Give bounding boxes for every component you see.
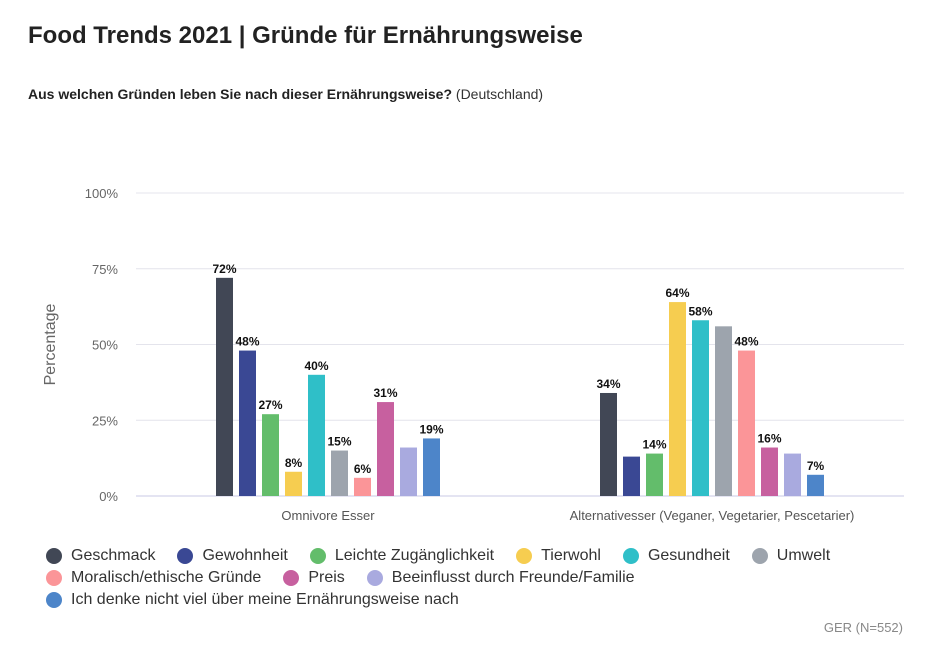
chart-title: Food Trends 2021 | Gründe für Ernährungs…: [28, 22, 583, 49]
legend-label: Beeinflusst durch Freunde/Familie: [391, 569, 635, 586]
data-label: 48%: [235, 335, 259, 349]
legend-dot-icon: [516, 548, 533, 564]
bar: [738, 350, 755, 496]
y-tick-label: 25%: [92, 413, 118, 428]
bar: [623, 456, 640, 496]
legend-label: Gewohnheit: [202, 547, 288, 564]
chart-legend: Geschmack Gewohnheit Leichte Zugänglichkei…: [46, 546, 886, 610]
legend-item[interactable]: Tierwohl: [516, 546, 601, 566]
data-label: 7%: [807, 459, 825, 473]
bar: [377, 402, 394, 496]
bar: [692, 320, 709, 496]
bar: [354, 477, 371, 496]
x-tick-label: Alternativesser (Veganer, Vegetarier, Pe…: [570, 508, 855, 523]
bar: [423, 438, 440, 496]
bar: [669, 302, 686, 496]
bar: [784, 453, 801, 496]
legend-dot-icon: [46, 548, 62, 564]
y-tick-label: 50%: [92, 338, 118, 353]
bar: [715, 326, 732, 496]
source-note: GER (N=552): [823, 620, 903, 635]
bar: [308, 374, 325, 496]
data-label: 31%: [373, 386, 397, 400]
legend-dot-icon: [622, 548, 639, 564]
legend-dot-icon: [283, 570, 300, 586]
data-label: 19%: [419, 422, 443, 436]
bar-chart: 0% 25% 50% 75% 100% Percentage 72% 48% 27% 8% 40% 1…: [42, 186, 904, 523]
legend-label: Umwelt: [776, 547, 831, 564]
legend-label: Leichte Zugänglichkeit: [334, 547, 495, 564]
bar: [216, 277, 233, 496]
legend-item[interactable]: Gewohnheit: [177, 546, 288, 566]
data-label: 8%: [285, 456, 303, 470]
bar: [761, 447, 778, 496]
bar: [239, 350, 256, 496]
legend-label: Ich denke nicht viel über meine Ernährun…: [71, 591, 459, 608]
legend-label: Geschmack: [71, 547, 156, 564]
legend-item[interactable]: Leichte Zugänglichkeit: [309, 546, 495, 566]
legend-item[interactable]: Gesundheit: [622, 546, 730, 566]
legend-label: Gesundheit: [647, 547, 730, 564]
subtitle-country: (Deutschland): [455, 86, 544, 102]
legend-item[interactable]: Preis: [283, 568, 345, 588]
bar: [600, 392, 617, 496]
legend-item[interactable]: Geschmack: [46, 546, 155, 566]
bar: [331, 450, 348, 496]
bar: [262, 414, 279, 496]
subtitle-question: Aus welchen Gründen leben Sie nach diese…: [28, 86, 453, 102]
y-tick-label: 100%: [85, 186, 119, 201]
y-tick-label: 75%: [92, 262, 118, 277]
data-label: 15%: [327, 435, 351, 449]
data-label: 27%: [258, 398, 282, 412]
legend-dot-icon: [366, 570, 383, 586]
data-label: 64%: [665, 286, 689, 300]
y-axis-title: Percentage: [42, 303, 59, 385]
legend-item[interactable]: Umwelt: [751, 546, 831, 566]
data-label: 58%: [688, 304, 712, 318]
data-label: 72%: [212, 262, 236, 276]
data-label: 40%: [304, 359, 328, 373]
legend-label: Preis: [308, 569, 345, 586]
legend-dot-icon: [46, 570, 62, 586]
legend-dot-icon: [309, 548, 326, 564]
x-tick-label: Omnivore Esser: [281, 508, 375, 523]
y-tick-label: 0%: [99, 489, 118, 504]
legend-item[interactable]: Ich denke nicht viel über meine Ernährun…: [46, 590, 459, 610]
legend-dot-icon: [177, 548, 194, 564]
legend-dot-icon: [751, 548, 768, 564]
bar: [646, 453, 663, 496]
bar: [400, 447, 417, 496]
bar: [807, 474, 824, 496]
bar: [285, 471, 302, 496]
data-label: 14%: [642, 438, 666, 452]
legend-label: Moralisch/ethische Gründe: [71, 569, 262, 586]
legend-item[interactable]: Moralisch/ethische Gründe: [46, 568, 261, 588]
legend-label: Tierwohl: [541, 547, 601, 564]
chart-subtitle: Aus welchen Gründen leben Sie nach diese…: [28, 86, 543, 102]
data-label: 6%: [354, 462, 372, 476]
legend-item[interactable]: Beeinflusst durch Freunde/Familie: [366, 568, 635, 588]
data-label: 16%: [757, 432, 781, 446]
data-label: 48%: [734, 335, 758, 349]
data-label: 34%: [596, 377, 620, 391]
legend-dot-icon: [46, 592, 62, 608]
